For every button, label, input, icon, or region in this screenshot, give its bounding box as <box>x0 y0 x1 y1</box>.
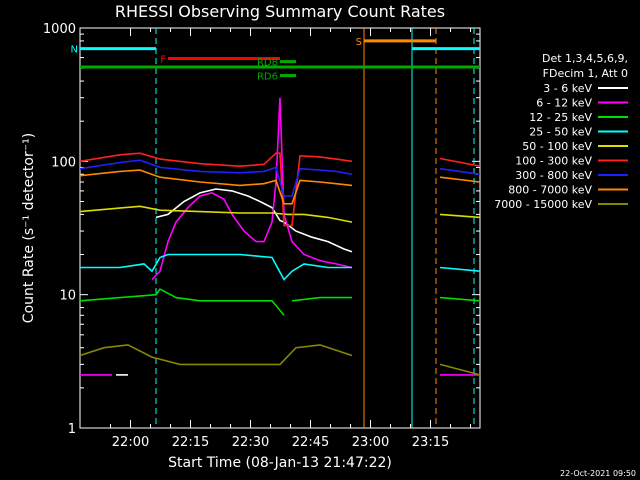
legend-entry-label: 7000 - 15000 keV <box>494 198 592 211</box>
x-tick-label: 22:45 <box>292 435 329 450</box>
legend-entry-label: 25 - 50 keV <box>529 126 592 139</box>
y-tick-label: 10 <box>59 289 76 304</box>
series-line-100-300-kev <box>439 157 481 167</box>
x-tick-label: 22:00 <box>112 435 149 450</box>
legend-header-2: FDecim 1, Att 0 <box>543 67 628 80</box>
y-tick-label: 1 <box>68 422 76 437</box>
legend-entry-label: 800 - 7000 keV <box>508 184 592 197</box>
flag-label: RD8 <box>257 58 278 69</box>
legend-entry-label: 100 - 300 keV <box>515 155 592 168</box>
chart-title: RHESSI Observing Summary Count Rates <box>115 2 445 21</box>
x-tick-label: 23:15 <box>412 435 449 450</box>
flag-label: S <box>356 37 362 48</box>
flag-label: F <box>160 55 166 66</box>
series-line-300-800-kev <box>439 167 481 176</box>
series-line-7000-15000-kev <box>439 363 481 376</box>
x-tick-label: 22:15 <box>172 435 209 450</box>
y-tick-label: 100 <box>51 155 76 170</box>
series-line-6-12-kev <box>151 97 353 281</box>
y-axis-label: Count Rate (s⁻¹ detector⁻¹) <box>21 133 37 323</box>
legend-entry-label: 6 - 12 keV <box>536 97 592 110</box>
series-line-800-7000-kev <box>79 169 353 205</box>
series-line-3-6-kev <box>155 188 353 253</box>
series-line-12-25-kev <box>79 288 285 316</box>
series-line-100-300-kev <box>79 152 353 227</box>
legend-entry-label: 12 - 25 keV <box>529 111 592 124</box>
x-axis-label: Start Time (08-Jan-13 21:47:22) <box>168 455 392 471</box>
series-line-300-800-kev <box>79 159 353 197</box>
series-line-12-25-kev <box>291 296 352 302</box>
y-tick-label: 1000 <box>43 22 76 37</box>
x-tick-label: 22:30 <box>232 435 269 450</box>
series-line-50-100-kev <box>439 213 481 219</box>
series-line-7000-15000-kev <box>79 344 353 366</box>
series-line-12-25-kev <box>439 296 481 302</box>
series-line-25-50-kev <box>80 253 352 281</box>
x-tick-label: 23:00 <box>352 435 389 450</box>
series-line-800-7000-kev <box>439 176 481 183</box>
legend-entry-label: 3 - 6 keV <box>543 82 592 95</box>
series-line-50-100-kev <box>79 205 353 223</box>
plot-frame <box>79 27 481 429</box>
plot-area: 1 10 100 1000 22:00 22:15 22:30 22:45 23:00 23:15… <box>43 22 481 450</box>
series-line-25-50-kev <box>439 266 481 272</box>
flag-label: RD6 <box>257 72 278 83</box>
legend-entry-label: 300 - 800 keV <box>515 169 592 182</box>
legend-header-1: Det 1,3,4,5,6,9, <box>542 52 628 65</box>
flag-label: N <box>71 45 78 56</box>
legend-entry-label: 50 - 100 keV <box>522 140 592 153</box>
footer-date: 22-Oct-2021 09:50 <box>560 469 636 478</box>
